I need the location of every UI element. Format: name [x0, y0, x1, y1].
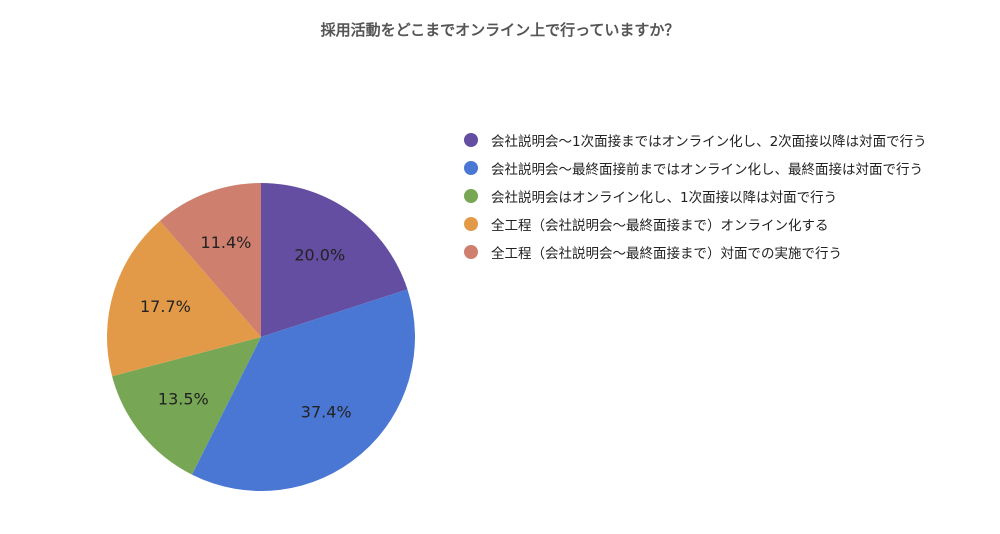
pie-slice[interactable]: [112, 337, 261, 475]
legend-item[interactable]: 会社説明会〜最終面接前まではオンライン化し、最終面接は対面で行う: [464, 154, 927, 182]
slice-data-label: 13.5%: [158, 390, 209, 409]
legend-swatch: [464, 161, 478, 175]
legend-item[interactable]: 会社説明会はオンライン化し、1次面接以降は対面で行う: [464, 182, 927, 210]
pie-slice[interactable]: [106, 220, 261, 377]
pie-slice-labels: 20.0% 37.4% 13.5% 17.7% 11.4%: [140, 233, 352, 421]
pie-slices: [106, 183, 415, 491]
legend-swatch: [464, 217, 478, 231]
legend-item[interactable]: 全工程（会社説明会〜最終面接まで）オンライン化する: [464, 210, 927, 238]
legend-item[interactable]: 会社説明会〜1次面接まではオンライン化し、2次面接以降は対面で行う: [464, 126, 927, 154]
pie-slice[interactable]: [159, 183, 261, 337]
legend-swatch: [464, 245, 478, 259]
slice-data-label: 11.4%: [201, 233, 252, 252]
slice-data-label: 20.0%: [294, 246, 345, 265]
pie-slice[interactable]: [191, 289, 415, 491]
legend-item[interactable]: 全工程（会社説明会〜最終面接まで）対面での実施で行う: [464, 238, 927, 266]
legend-label: 会社説明会はオンライン化し、1次面接以降は対面で行う: [491, 190, 838, 206]
legend-label: 全工程（会社説明会〜最終面接まで）対面での実施で行う: [491, 246, 842, 262]
legend-swatch: [464, 189, 478, 203]
chart-legend: 会社説明会〜1次面接まではオンライン化し、2次面接以降は対面で行う 会社説明会〜最…: [464, 126, 927, 266]
legend-swatch: [464, 133, 478, 147]
legend-label: 会社説明会〜最終面接前まではオンライン化し、最終面接は対面で行う: [491, 162, 923, 178]
pie-slice[interactable]: [261, 183, 408, 337]
chart-title: 採用活動をどこまでオンライン上で行っていますか？: [320, 21, 680, 39]
slice-data-label: 37.4%: [301, 402, 352, 421]
legend-label: 会社説明会〜1次面接まではオンライン化し、2次面接以降は対面で行う: [491, 134, 927, 150]
legend-label: 全工程（会社説明会〜最終面接まで）オンライン化する: [491, 218, 829, 234]
slice-data-label: 17.7%: [140, 297, 191, 316]
